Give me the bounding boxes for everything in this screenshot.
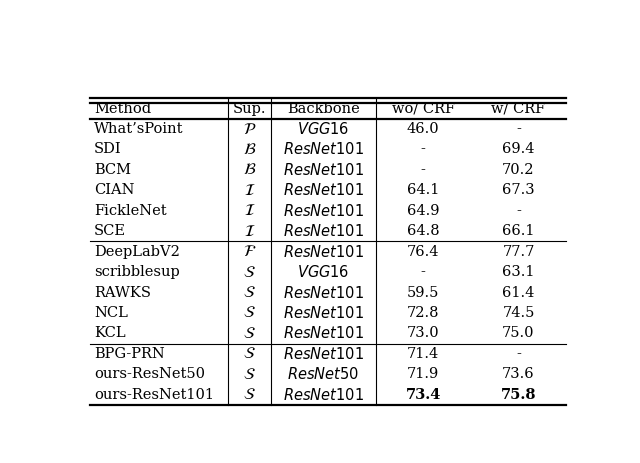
Text: $\mathit{ResNet}$101: $\mathit{ResNet}$101	[283, 141, 364, 157]
Text: $\mathcal{B}$: $\mathcal{B}$	[243, 163, 256, 177]
Text: 64.1: 64.1	[407, 183, 440, 197]
Text: $\mathit{ResNet}$101: $\mathit{ResNet}$101	[283, 346, 364, 362]
Text: $\mathit{ResNet}$101: $\mathit{ResNet}$101	[283, 162, 364, 178]
Text: $\mathcal{B}$: $\mathcal{B}$	[243, 142, 256, 157]
Text: $\mathcal{S}$: $\mathcal{S}$	[243, 326, 256, 341]
Text: SCE: SCE	[94, 224, 126, 238]
Text: scribblesup: scribblesup	[94, 265, 180, 279]
Text: $\mathcal{S}$: $\mathcal{S}$	[243, 285, 256, 300]
Text: $\mathit{ResNet}$101: $\mathit{ResNet}$101	[283, 325, 364, 341]
Text: 73.0: 73.0	[407, 326, 440, 340]
Text: 73.4: 73.4	[406, 388, 441, 402]
Text: wo/ CRF: wo/ CRF	[392, 101, 455, 116]
Text: $\mathit{VGG}$16: $\mathit{VGG}$16	[297, 264, 349, 280]
Text: 73.6: 73.6	[502, 367, 535, 381]
Text: $\mathcal{I}$: $\mathcal{I}$	[244, 224, 255, 239]
Text: $\mathit{ResNet}$101: $\mathit{ResNet}$101	[283, 182, 364, 198]
Text: 63.1: 63.1	[502, 265, 534, 279]
Text: 75.0: 75.0	[502, 326, 534, 340]
Text: $\mathit{ResNet}$50: $\mathit{ResNet}$50	[287, 366, 359, 382]
Text: $\mathit{ResNet}$101: $\mathit{ResNet}$101	[283, 223, 364, 239]
Text: 70.2: 70.2	[502, 163, 534, 177]
Text: SDI: SDI	[94, 143, 122, 156]
Text: $\mathcal{P}$: $\mathcal{P}$	[243, 121, 256, 137]
Text: $\mathcal{S}$: $\mathcal{S}$	[243, 387, 256, 402]
Text: $\mathcal{I}$: $\mathcal{I}$	[244, 203, 255, 218]
Text: -: -	[516, 204, 521, 218]
Text: DeepLabV2: DeepLabV2	[94, 244, 180, 259]
Text: Backbone: Backbone	[287, 101, 360, 116]
Text: 74.5: 74.5	[502, 306, 534, 320]
Text: 46.0: 46.0	[407, 122, 440, 136]
Text: CIAN: CIAN	[94, 183, 134, 197]
Text: Method: Method	[94, 101, 151, 116]
Text: $\mathcal{S}$: $\mathcal{S}$	[243, 346, 256, 361]
Text: ours-ResNet50: ours-ResNet50	[94, 367, 205, 381]
Text: FickleNet: FickleNet	[94, 204, 166, 218]
Text: $\mathcal{S}$: $\mathcal{S}$	[243, 264, 256, 280]
Text: 71.9: 71.9	[407, 367, 439, 381]
Text: What’sPoint: What’sPoint	[94, 122, 184, 136]
Text: BCM: BCM	[94, 163, 131, 177]
Text: w/ CRF: w/ CRF	[492, 101, 545, 116]
Text: RAWKS: RAWKS	[94, 286, 151, 300]
Text: 64.9: 64.9	[407, 204, 440, 218]
Text: ours-ResNet101: ours-ResNet101	[94, 388, 214, 402]
Text: 71.4: 71.4	[407, 347, 439, 361]
Text: BPG-PRN: BPG-PRN	[94, 347, 164, 361]
Text: Sup.: Sup.	[233, 101, 266, 116]
Text: $\mathcal{S}$: $\mathcal{S}$	[243, 367, 256, 382]
Text: $\mathit{ResNet}$101: $\mathit{ResNet}$101	[283, 285, 364, 300]
Text: $\mathit{ResNet}$101: $\mathit{ResNet}$101	[283, 203, 364, 219]
Text: -: -	[516, 122, 521, 136]
Text: 75.8: 75.8	[500, 388, 536, 402]
Text: $\mathcal{S}$: $\mathcal{S}$	[243, 306, 256, 320]
Text: 69.4: 69.4	[502, 143, 534, 156]
Text: 67.3: 67.3	[502, 183, 535, 197]
Text: $\mathcal{F}$: $\mathcal{F}$	[243, 244, 256, 259]
Text: KCL: KCL	[94, 326, 125, 340]
Text: 76.4: 76.4	[407, 244, 440, 259]
Text: $\mathit{VGG}$16: $\mathit{VGG}$16	[297, 121, 349, 137]
Text: 61.4: 61.4	[502, 286, 534, 300]
Text: -: -	[420, 143, 426, 156]
Text: -: -	[516, 347, 521, 361]
Text: $\mathit{ResNet}$101: $\mathit{ResNet}$101	[283, 305, 364, 321]
Text: 72.8: 72.8	[407, 306, 440, 320]
Text: 59.5: 59.5	[407, 286, 440, 300]
Text: $\mathcal{I}$: $\mathcal{I}$	[244, 183, 255, 198]
Text: $\mathit{ResNet}$101: $\mathit{ResNet}$101	[283, 244, 364, 260]
Text: -: -	[420, 163, 426, 177]
Text: $\mathit{ResNet}$101: $\mathit{ResNet}$101	[283, 387, 364, 403]
Text: -: -	[420, 265, 426, 279]
Text: 66.1: 66.1	[502, 224, 534, 238]
Text: 64.8: 64.8	[407, 224, 440, 238]
Text: NCL: NCL	[94, 306, 128, 320]
Text: 77.7: 77.7	[502, 244, 534, 259]
